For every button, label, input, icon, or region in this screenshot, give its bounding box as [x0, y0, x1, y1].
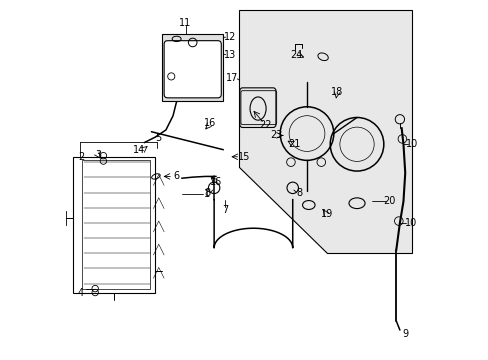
- Text: 15: 15: [238, 152, 250, 162]
- Text: 14: 14: [133, 145, 145, 155]
- Text: 10: 10: [404, 218, 416, 228]
- Text: 16: 16: [209, 177, 222, 187]
- Text: 11: 11: [179, 18, 191, 28]
- Text: 2: 2: [78, 152, 84, 162]
- Text: 19: 19: [320, 209, 332, 219]
- Text: 21: 21: [288, 139, 300, 149]
- Text: 12: 12: [224, 32, 236, 42]
- Text: 4: 4: [78, 288, 84, 297]
- Text: 13: 13: [224, 50, 236, 60]
- Text: 23: 23: [270, 130, 282, 140]
- Text: 3: 3: [96, 150, 102, 160]
- Text: 17: 17: [225, 73, 238, 83]
- Text: 6: 6: [173, 171, 179, 181]
- Bar: [73, 157, 155, 293]
- Polygon shape: [239, 10, 411, 253]
- Text: 18: 18: [330, 87, 343, 98]
- Text: 16: 16: [204, 118, 216, 128]
- Text: 8: 8: [296, 188, 302, 198]
- Text: 1: 1: [203, 189, 210, 199]
- Text: 10: 10: [406, 139, 418, 149]
- Text: 22: 22: [259, 120, 272, 130]
- FancyBboxPatch shape: [162, 33, 223, 102]
- Text: 8: 8: [203, 188, 210, 198]
- Bar: [82, 160, 149, 289]
- Text: 20: 20: [382, 197, 395, 206]
- Text: 7: 7: [221, 205, 227, 215]
- Text: 24: 24: [289, 50, 302, 60]
- Text: 9: 9: [401, 329, 407, 339]
- FancyBboxPatch shape: [164, 41, 221, 98]
- Text: 5: 5: [155, 133, 162, 143]
